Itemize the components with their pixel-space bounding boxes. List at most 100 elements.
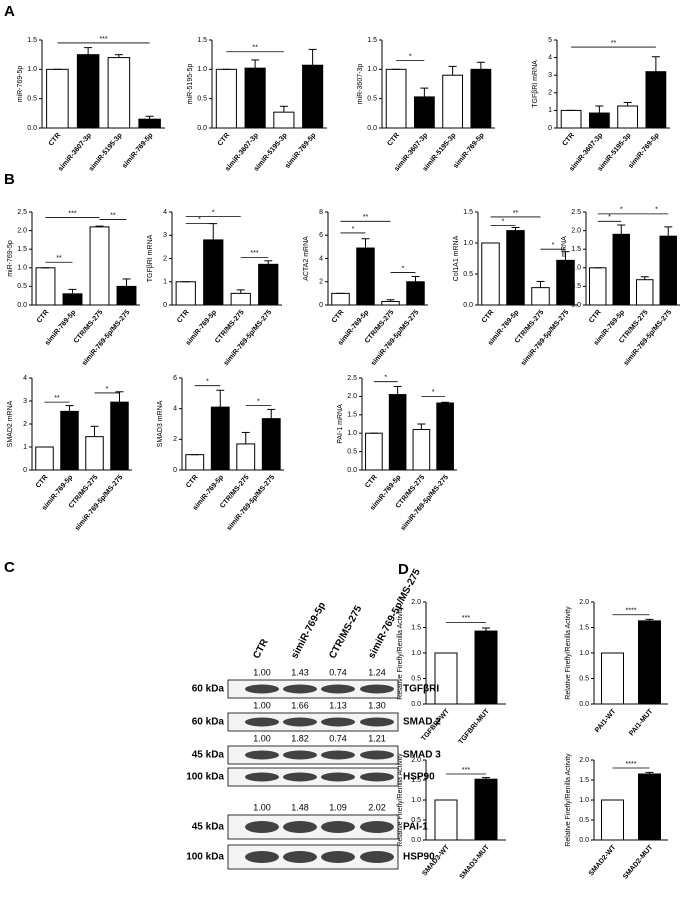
significance-label: ** bbox=[363, 214, 369, 221]
significance-label: * bbox=[552, 242, 555, 249]
bar bbox=[46, 68, 69, 129]
y-tick-label: 0.5 bbox=[197, 96, 207, 103]
y-tick-label: 0.5 bbox=[347, 448, 357, 455]
y-tick-label: 2.0 bbox=[571, 227, 581, 234]
quantification: 0.74 bbox=[329, 733, 347, 743]
y-axis-label: TGFβRI mRNA bbox=[147, 234, 154, 282]
bar bbox=[116, 285, 137, 306]
x-tick-label: simiR-769-5p bbox=[627, 132, 660, 170]
bar bbox=[434, 799, 458, 841]
bar bbox=[388, 394, 407, 471]
bar bbox=[601, 799, 624, 841]
lane-label: CTR bbox=[251, 637, 271, 661]
significance-label: * bbox=[206, 379, 209, 386]
quantification: 1.21 bbox=[368, 733, 386, 743]
marker-label: 100 kDa bbox=[186, 772, 224, 783]
y-tick-label: 0 bbox=[163, 302, 167, 309]
y-tick-label: 4 bbox=[163, 209, 167, 216]
blot-band bbox=[245, 821, 279, 833]
quantification: 1.00 bbox=[253, 700, 271, 710]
bar bbox=[62, 293, 83, 306]
significance-label: * bbox=[402, 265, 405, 272]
y-axis-label: PAI-1 mRNA bbox=[337, 404, 344, 444]
x-tick-label: simiR-769-5p/MS-275 bbox=[223, 309, 273, 367]
y-axis-label: Relative Firefly/Renilla Activity bbox=[397, 753, 404, 847]
y-tick-label: 1.5 bbox=[411, 777, 421, 784]
quantification: 1.82 bbox=[291, 733, 309, 743]
y-axis-label: SMAD3 mRNA bbox=[157, 400, 164, 447]
x-tick-label: simiR-769-5p/MS-275 bbox=[74, 474, 124, 532]
y-tick-label: 1.0 bbox=[367, 66, 377, 73]
x-tick-label: simiR-769-5p/MS-275 bbox=[81, 309, 131, 367]
y-tick-label: 0.0 bbox=[579, 837, 589, 844]
y-tick-label: 2.0 bbox=[17, 227, 27, 234]
lane-label: CTR/MS-275 bbox=[327, 604, 364, 661]
y-axis-label: miR-5195-5p bbox=[187, 64, 194, 105]
y-tick-label: 2 bbox=[319, 279, 323, 286]
bar bbox=[474, 630, 498, 705]
x-tick-label: CTR bbox=[36, 309, 51, 325]
y-tick-label: 2.5 bbox=[571, 209, 581, 216]
bar bbox=[636, 279, 654, 306]
x-tick-label: simiR-769-5p/MS-275 bbox=[400, 474, 450, 532]
y-tick-label: 1.5 bbox=[347, 412, 357, 419]
bar bbox=[506, 230, 525, 306]
y-tick-label: 6 bbox=[319, 232, 323, 239]
y-tick-label: 3 bbox=[548, 72, 552, 79]
protein-label: SMAD 2 bbox=[403, 717, 441, 728]
significance-label: ** bbox=[513, 210, 519, 217]
significance-label: * bbox=[608, 214, 611, 221]
x-tick-label: CTR bbox=[176, 309, 191, 325]
blot-band bbox=[360, 772, 394, 782]
blot-band bbox=[283, 717, 317, 727]
y-tick-label: 2.0 bbox=[579, 757, 589, 764]
y-tick-label: 1.0 bbox=[411, 797, 421, 804]
y-tick-label: 0 bbox=[548, 125, 552, 132]
y-tick-label: 2.0 bbox=[411, 599, 421, 606]
marker-label: 45 kDa bbox=[192, 822, 225, 833]
y-axis-label: miR-769-5p bbox=[17, 66, 24, 103]
bar bbox=[236, 443, 256, 471]
significance-label: ** bbox=[611, 40, 617, 47]
significance-label: ** bbox=[54, 395, 60, 402]
bar bbox=[638, 773, 661, 841]
x-tick-label: CTR bbox=[386, 132, 401, 148]
x-tick-label: PAI1-WT bbox=[594, 707, 618, 734]
x-tick-label: simiR-5195-3p bbox=[88, 132, 124, 173]
y-tick-label: 1.0 bbox=[347, 430, 357, 437]
y-tick-label: 0.5 bbox=[579, 675, 589, 682]
significance-label: * bbox=[502, 218, 505, 225]
bar bbox=[481, 242, 500, 306]
quantification: 1.00 bbox=[253, 667, 271, 677]
y-tick-label: 1.0 bbox=[27, 66, 37, 73]
x-tick-label: simiR-769-5p/MS-275 bbox=[370, 309, 420, 367]
y-axis-label: miR-3607-3p bbox=[357, 64, 364, 105]
blot-band bbox=[321, 772, 355, 782]
bar bbox=[470, 68, 492, 129]
y-tick-label: 0.5 bbox=[17, 283, 27, 290]
y-tick-label: 1.0 bbox=[571, 265, 581, 272]
x-tick-label: CTR bbox=[185, 474, 200, 490]
y-axis-label: Relative Firefly/Renilla Activity bbox=[565, 606, 572, 700]
blot-band bbox=[321, 684, 355, 694]
bar bbox=[185, 454, 205, 471]
bar bbox=[85, 436, 104, 471]
bar bbox=[261, 418, 281, 471]
significance-label: **** bbox=[626, 608, 637, 615]
quantification: 1.48 bbox=[291, 802, 309, 812]
y-tick-label: 1.0 bbox=[579, 797, 589, 804]
quantification: 1.24 bbox=[368, 667, 386, 677]
y-tick-label: 0.5 bbox=[27, 96, 37, 103]
lane-label: simiR-769-5p/MS-275 bbox=[366, 567, 423, 661]
x-tick-label: simiR-769-5p bbox=[121, 132, 154, 170]
bar bbox=[601, 652, 624, 705]
bar bbox=[76, 54, 100, 129]
quantification: 0.74 bbox=[329, 667, 347, 677]
y-tick-label: 1.5 bbox=[197, 37, 207, 44]
bar bbox=[258, 263, 279, 306]
blot-band bbox=[360, 717, 394, 727]
significance-label: * bbox=[106, 386, 109, 393]
x-tick-label: TGFBRI-MUT bbox=[458, 707, 492, 745]
y-tick-label: 1.5 bbox=[463, 209, 473, 216]
blot-band bbox=[283, 772, 317, 782]
